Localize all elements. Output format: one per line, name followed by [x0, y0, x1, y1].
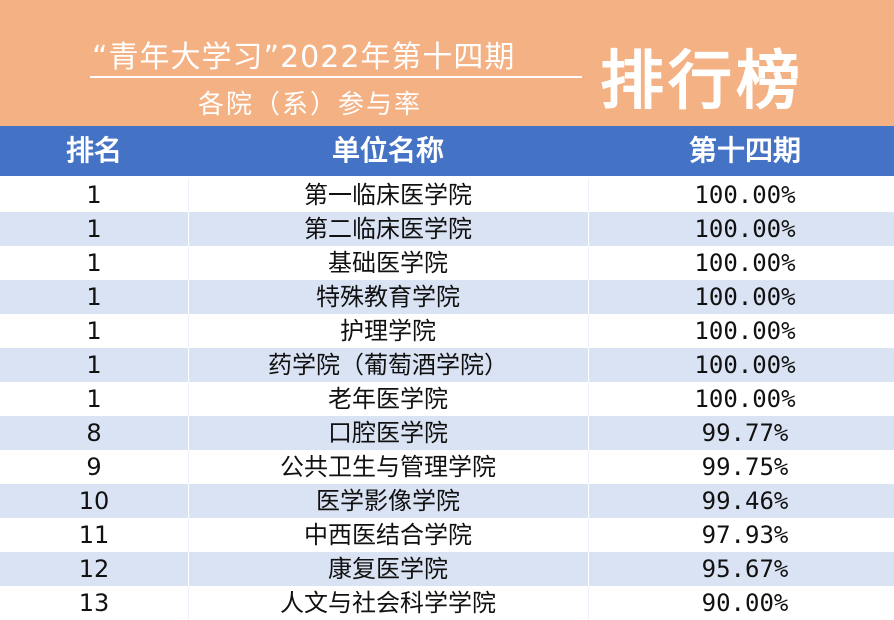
- participation-rate-cell: 100.00%: [694, 351, 796, 379]
- table-row: 11 中西医结合学院 97.93%: [0, 518, 894, 552]
- unit-name-cell: 第一临床医学院: [188, 178, 589, 212]
- rank-cell: 1: [0, 280, 189, 314]
- table-row: 12 康复医学院 95.67%: [0, 552, 894, 586]
- rank-cell: 1: [0, 212, 189, 246]
- title-divider: [90, 76, 582, 78]
- unit-name-cell: 口腔医学院: [188, 416, 589, 450]
- unit-name-cell: 第二临床医学院: [188, 212, 589, 246]
- table-row: 1 第二临床医学院 100.00%: [0, 212, 894, 246]
- participation-rate-cell: 100.00%: [694, 317, 796, 345]
- header-rank: 排名: [65, 134, 122, 167]
- title-line-2: 各院（系）参与率: [198, 90, 423, 120]
- rank-cell: 1: [0, 314, 189, 348]
- participation-rate-cell: 100.00%: [694, 283, 796, 311]
- table-row: 9 公共卫生与管理学院 99.75%: [0, 450, 894, 484]
- rank-cell: 13: [0, 586, 189, 620]
- unit-name-cell: 老年医学院: [188, 382, 589, 416]
- rank-cell: 9: [0, 450, 189, 484]
- unit-name-cell: 公共卫生与管理学院: [188, 450, 589, 484]
- table-row: 13 人文与社会科学学院 90.00%: [0, 586, 894, 620]
- rank-cell: 8: [0, 416, 189, 450]
- title-banner: “青年大学习”2022年第十四期 各院（系）参与率 排行榜: [0, 0, 894, 126]
- rank-cell: 1: [0, 382, 189, 416]
- table-row: 8 口腔医学院 99.77%: [0, 416, 894, 450]
- participation-rate-cell: 99.77%: [701, 419, 789, 447]
- unit-name-cell: 人文与社会科学学院: [188, 586, 589, 620]
- participation-rate-cell: 90.00%: [701, 589, 789, 617]
- table-header: 排名 单位名称 第十四期: [0, 126, 894, 178]
- unit-name-cell: 护理学院: [188, 314, 589, 348]
- title-line-1: “青年大学习”2022年第十四期: [92, 40, 516, 75]
- participation-rate-cell: 100.00%: [694, 181, 796, 209]
- table-row: 1 药学院（葡萄酒学院） 100.00%: [0, 348, 894, 382]
- rank-cell: 1: [0, 178, 189, 212]
- rank-cell: 1: [0, 246, 189, 280]
- header-period: 第十四期: [688, 134, 801, 167]
- participation-rate-cell: 100.00%: [694, 385, 796, 413]
- table-row: 10 医学影像学院 99.46%: [0, 484, 894, 518]
- ranking-title: 排行榜: [600, 45, 804, 119]
- table-body: 1 第一临床医学院 100.00% 1 第二临床医学院 100.00% 1 基础医学院 100.…: [0, 178, 894, 620]
- participation-rate-cell: 97.93%: [701, 521, 789, 549]
- header-unit-name: 单位名称: [331, 134, 444, 167]
- rank-cell: 12: [0, 552, 189, 586]
- unit-name-cell: 医学影像学院: [188, 484, 589, 518]
- table-row: 1 基础医学院 100.00%: [0, 246, 894, 280]
- rank-cell: 11: [0, 518, 189, 552]
- participation-rate-cell: 99.75%: [701, 453, 789, 481]
- participation-rate-cell: 99.46%: [701, 487, 789, 515]
- table-row: 1 第一临床医学院 100.00%: [0, 178, 894, 212]
- participation-rate-cell: 100.00%: [694, 249, 796, 277]
- table-row: 1 护理学院 100.00%: [0, 314, 894, 348]
- rank-cell: 10: [0, 484, 189, 518]
- unit-name-cell: 康复医学院: [188, 552, 589, 586]
- table-row: 1 老年医学院 100.00%: [0, 382, 894, 416]
- participation-rate-cell: 100.00%: [694, 215, 796, 243]
- rank-cell: 1: [0, 348, 189, 382]
- unit-name-cell: 药学院（葡萄酒学院）: [188, 348, 589, 382]
- participation-rate-cell: 95.67%: [701, 555, 789, 583]
- unit-name-cell: 特殊教育学院: [188, 280, 589, 314]
- table-row: 1 特殊教育学院 100.00%: [0, 280, 894, 314]
- unit-name-cell: 基础医学院: [188, 246, 589, 280]
- unit-name-cell: 中西医结合学院: [188, 518, 589, 552]
